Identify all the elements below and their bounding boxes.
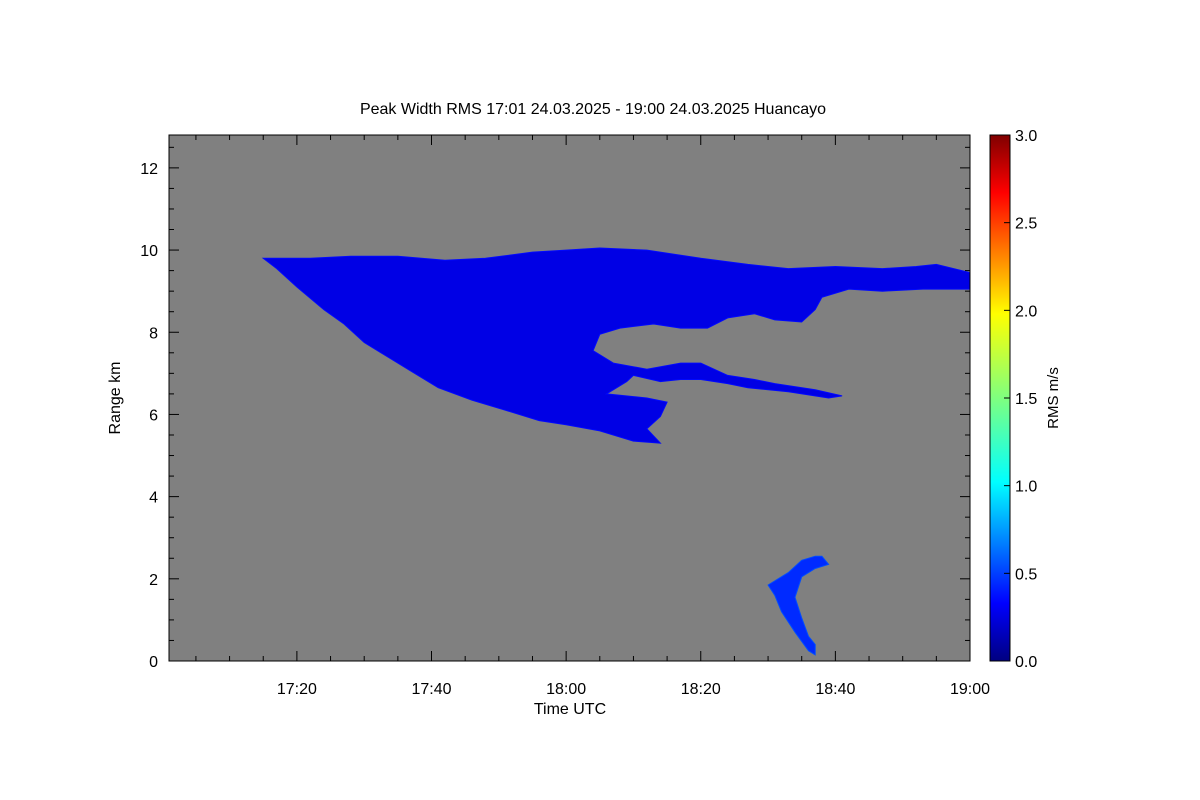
chart-title: Peak Width RMS 17:01 24.03.2025 - 19:00 …	[360, 101, 826, 118]
colorbar-tick-label: 1.0	[1015, 479, 1037, 496]
x-tick-label: 17:40	[411, 681, 451, 698]
colorbar-tick-label: 3.0	[1015, 128, 1037, 145]
colorbar-label: RMS m/s	[1045, 367, 1062, 429]
x-tick-label: 18:00	[546, 681, 586, 698]
colorbar-tick-label: 0.0	[1015, 654, 1037, 671]
colorbar-tick-label: 2.5	[1015, 216, 1037, 233]
y-tick-label: 8	[149, 325, 158, 342]
colorbar-ticks: 0.0 0.5 1.0 1.5 2.0 2.5 3.0	[1004, 128, 1037, 671]
x-tick-label: 17:20	[277, 681, 317, 698]
data-region-0	[261, 247, 970, 444]
x-axis: 17:20 17:40 18:00 18:20 18:40 19:00	[195, 135, 990, 698]
y-tick-label: 4	[149, 490, 158, 507]
x-tick-label: 18:40	[815, 681, 855, 698]
x-tick-label: 19:00	[950, 681, 990, 698]
data-region-1	[767, 555, 830, 656]
colorbar-tick-label: 0.5	[1015, 566, 1037, 583]
y-tick-label: 6	[149, 407, 158, 424]
plot-frame	[168, 134, 971, 662]
x-tick-label: 18:20	[681, 681, 721, 698]
y-tick-label: 12	[140, 161, 158, 178]
data-regions	[261, 247, 970, 656]
colorbar-tick-label: 2.0	[1015, 303, 1037, 320]
y-tick-label: 10	[140, 243, 158, 260]
y-tick-label: 0	[149, 654, 158, 671]
y-axis: 0 2 4 6 8 10 12	[140, 146, 970, 671]
colorbar-tick-label: 1.5	[1015, 391, 1037, 408]
y-tick-label: 2	[149, 572, 158, 589]
y-axis-label: Range km	[107, 362, 124, 435]
x-axis-label: Time UTC	[534, 701, 606, 718]
